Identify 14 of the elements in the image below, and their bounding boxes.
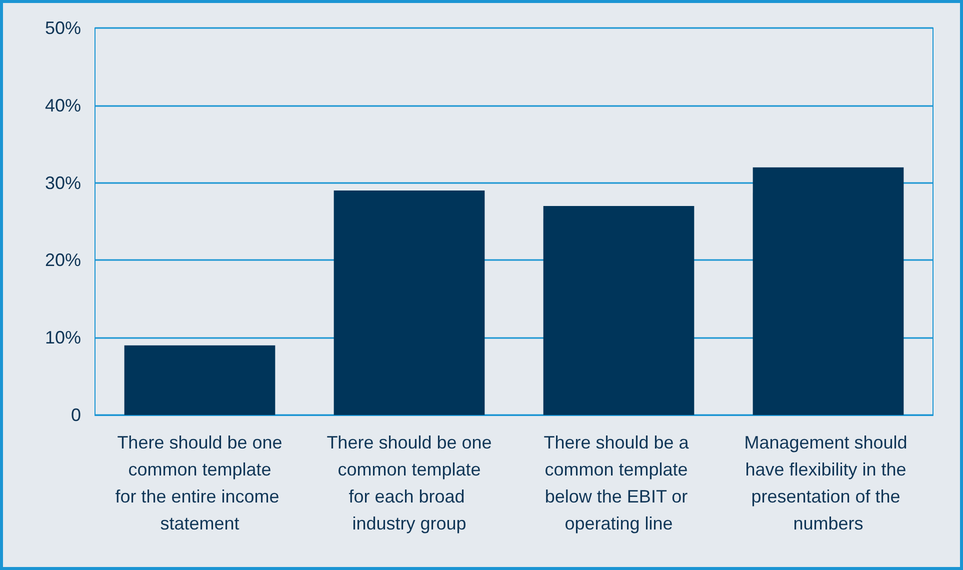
x-tick-label: There should be a common template below the EBIT or operating line: [544, 432, 694, 534]
bar: [124, 345, 276, 415]
x-tick-label: Management should have flexibility in the presentation of the numbers: [744, 432, 912, 534]
bar: [543, 206, 694, 415]
y-tick-label: 20%: [44, 250, 81, 270]
x-tick-label: There should be one common template for each broad industry group: [326, 432, 492, 534]
bar: [334, 190, 485, 415]
y-tick-label: 40%: [44, 95, 81, 116]
x-tick-label: There should be one common template for the entire income statement: [115, 432, 284, 534]
y-tick-label: 30%: [44, 172, 81, 193]
y-tick-label: 0: [70, 405, 81, 425]
y-tick-label: 50%: [44, 18, 81, 38]
y-tick-label: 10%: [44, 328, 81, 348]
bar: [752, 167, 904, 415]
